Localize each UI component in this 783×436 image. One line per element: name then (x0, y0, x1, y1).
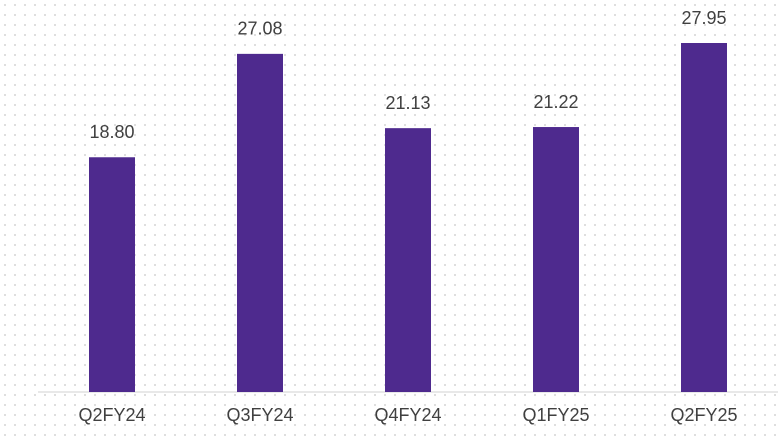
bar (89, 157, 135, 392)
bar (237, 53, 283, 392)
x-tick-label: Q4FY24 (374, 405, 441, 425)
bar (681, 43, 727, 392)
x-tick-label: Q2FY24 (78, 405, 145, 425)
x-tick-label: Q3FY24 (226, 405, 293, 425)
x-tick-label: Q2FY25 (670, 405, 737, 425)
bar (533, 127, 579, 393)
data-label: 18.80 (89, 122, 134, 142)
data-label: 21.13 (385, 93, 430, 113)
data-label: 27.08 (237, 19, 282, 39)
x-tick-label: Q1FY25 (522, 405, 589, 425)
data-label: 27.95 (681, 8, 726, 28)
bar (385, 128, 431, 392)
data-label: 21.22 (533, 92, 578, 112)
